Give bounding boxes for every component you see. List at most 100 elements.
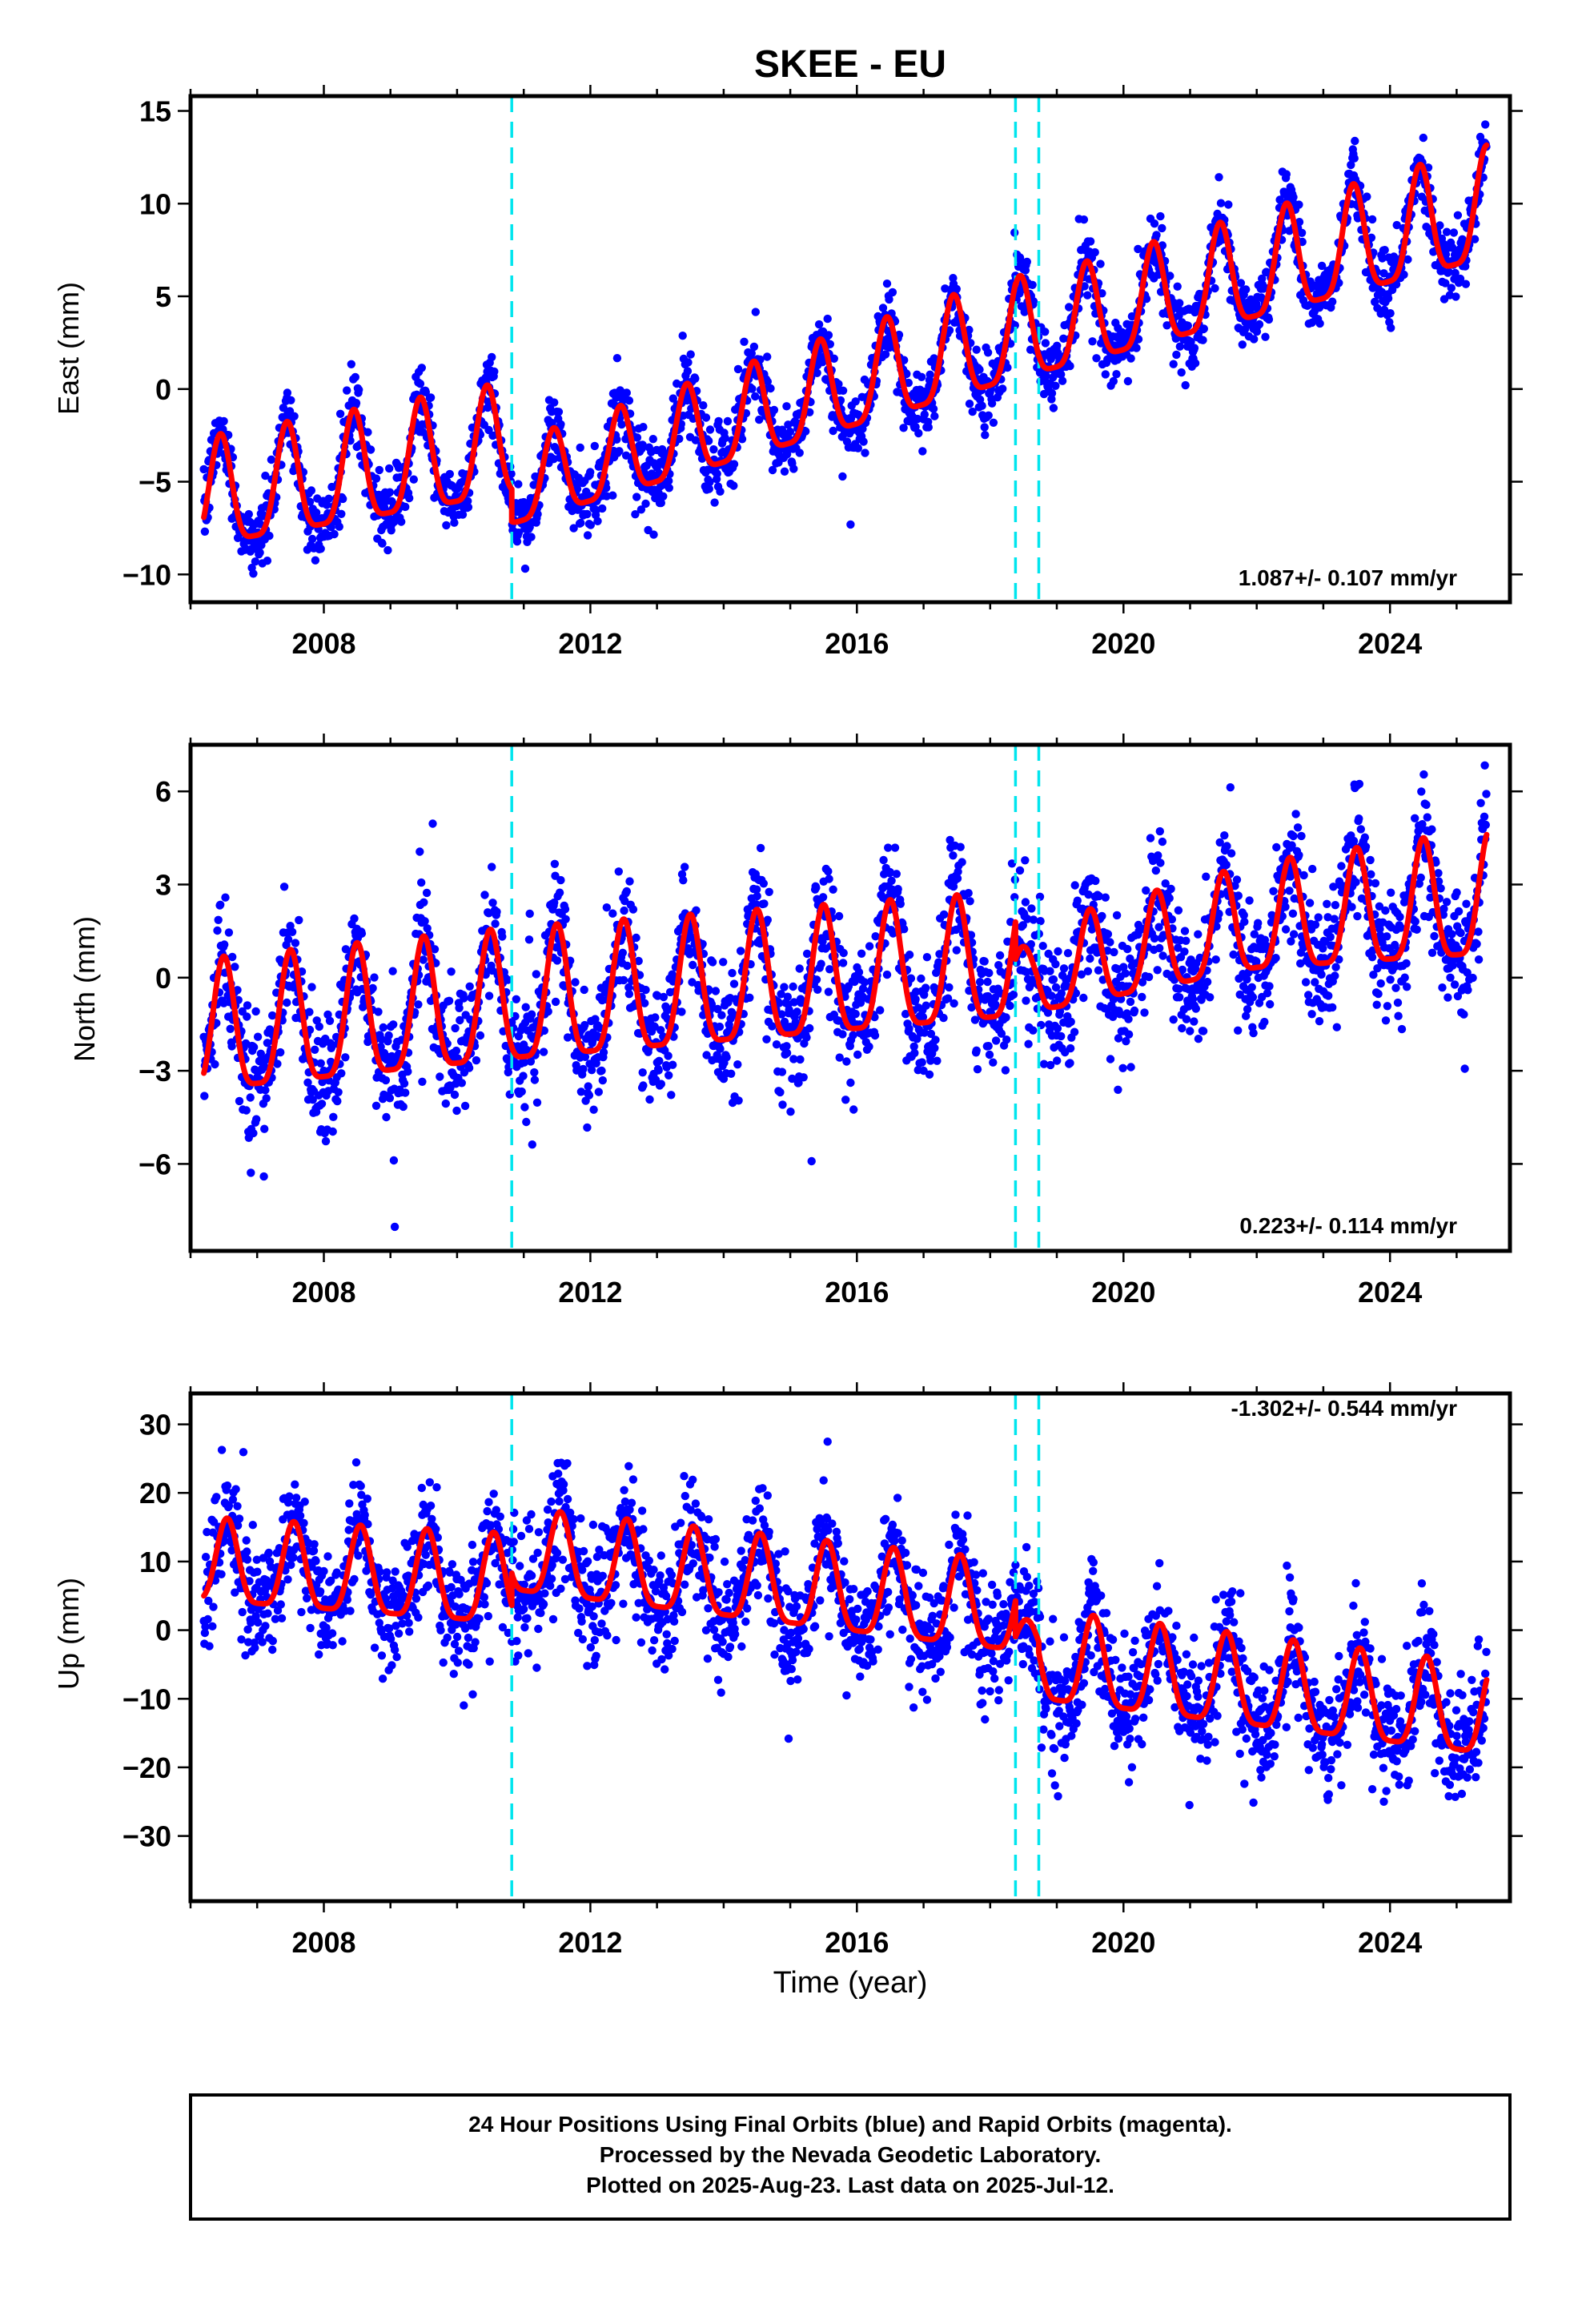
north-observation-point	[677, 1007, 686, 1016]
east-observation-point	[343, 386, 351, 395]
north-observation-point	[879, 855, 888, 865]
north-observation-point	[321, 1136, 331, 1146]
north-observation-point	[654, 1066, 663, 1075]
east-observation-point	[1132, 344, 1141, 352]
east-observation-point	[363, 428, 372, 436]
north-observation-point	[221, 893, 230, 902]
east-observation-point	[1380, 246, 1389, 255]
north-observation-point	[1299, 870, 1308, 880]
north-observation-point	[669, 1060, 677, 1069]
north-observation-point	[381, 1076, 391, 1085]
north-observation-point	[1101, 893, 1110, 902]
east-observation-point	[699, 401, 708, 410]
east-observation-point	[572, 485, 582, 493]
east-observation-point	[1112, 370, 1121, 379]
north-observation-point	[1106, 1055, 1115, 1063]
east-observation-point	[219, 416, 228, 426]
north-observation-point	[1281, 903, 1290, 911]
north-observation-point	[315, 1022, 323, 1031]
north-observation-point	[1349, 836, 1359, 846]
north-observation-point	[1180, 947, 1189, 956]
north-observation-point	[488, 899, 497, 907]
north-observation-point	[667, 1091, 676, 1100]
east-observation-point	[1092, 354, 1101, 363]
east-observation-point	[383, 545, 392, 555]
north-observation-point	[917, 974, 926, 983]
east-observation-point	[355, 385, 363, 394]
north-observation-point	[1311, 920, 1320, 929]
east-observation-point	[490, 367, 499, 376]
east-observation-point	[998, 384, 1007, 393]
north-observation-point	[717, 1011, 726, 1019]
east-observation-point	[527, 533, 536, 541]
east-observation-point	[641, 499, 650, 509]
north-observation-point	[400, 1079, 409, 1088]
east-observation-point	[316, 545, 325, 553]
east-observation-point	[1047, 388, 1057, 398]
north-observation-point	[778, 1100, 787, 1109]
east-observation-point	[644, 525, 652, 535]
north-observation-point	[623, 961, 632, 971]
north-observation-point	[385, 1094, 395, 1103]
east-observation-point	[1028, 280, 1037, 289]
east-observation-point	[1172, 350, 1181, 360]
north-observation-point	[745, 993, 754, 1003]
north-observation-point	[853, 1050, 862, 1059]
east-observation-point	[1238, 340, 1247, 349]
north-observation-point	[1301, 978, 1311, 987]
north-observation-point	[729, 979, 739, 988]
north-observation-point	[226, 1024, 235, 1034]
east-observation-point	[917, 372, 926, 381]
east-observation-point	[290, 412, 299, 420]
north-observation-point	[1001, 1066, 1010, 1075]
north-observation-point	[550, 859, 560, 869]
north-observation-point	[452, 1046, 461, 1055]
north-observation-point	[243, 1012, 251, 1021]
north-observation-point	[451, 1023, 460, 1033]
north-observation-point	[329, 1112, 338, 1122]
north-observation-point	[846, 1078, 855, 1088]
north-observation-point	[249, 1128, 258, 1138]
north-observation-point	[939, 910, 949, 919]
north-observation-point	[1015, 866, 1025, 875]
north-observation-point	[1046, 967, 1054, 975]
east-observation-point	[590, 441, 599, 451]
north-observation-point	[1202, 872, 1211, 881]
north-observation-point	[950, 999, 958, 1008]
east-observation-point	[1096, 259, 1105, 268]
north-observation-point	[905, 1024, 913, 1033]
north-observation-point	[734, 1096, 743, 1105]
north-observation-point	[825, 965, 834, 974]
north-observation-point	[989, 1058, 998, 1067]
north-observation-point	[480, 891, 489, 899]
east-observation-point	[649, 530, 658, 539]
east-observation-point	[701, 413, 711, 422]
north-observation-point	[1029, 915, 1038, 924]
east-observation-point	[1261, 332, 1270, 341]
north-observation-point	[1118, 1063, 1127, 1073]
north-observation-point	[521, 1003, 530, 1011]
north-observation-point	[807, 1156, 816, 1166]
north-observation-point	[200, 1092, 209, 1100]
north-observation-point	[243, 1001, 252, 1010]
north-observation-point	[614, 867, 623, 876]
north-observation-point	[1047, 991, 1056, 1000]
north-observation-point	[1360, 833, 1370, 842]
north-observation-point	[1021, 898, 1030, 907]
north-observation-point	[389, 1156, 399, 1165]
north-observation-point	[283, 998, 291, 1007]
east-observation-point	[1175, 299, 1184, 308]
north-observation-point	[213, 926, 222, 935]
east-observation-point	[885, 295, 893, 304]
east-observation-point	[648, 435, 657, 444]
north-observation-point	[1051, 959, 1060, 969]
north-observation-point	[776, 1088, 785, 1097]
east-observation-point	[1190, 344, 1199, 352]
east-observation-point	[488, 352, 496, 362]
north-observation-point	[224, 928, 234, 937]
north-observation-point	[598, 1076, 607, 1085]
east-observation-point	[305, 497, 315, 506]
east-observation-point	[622, 388, 631, 397]
north-observation-point	[1194, 930, 1203, 939]
north-observation-point	[1053, 1024, 1062, 1033]
